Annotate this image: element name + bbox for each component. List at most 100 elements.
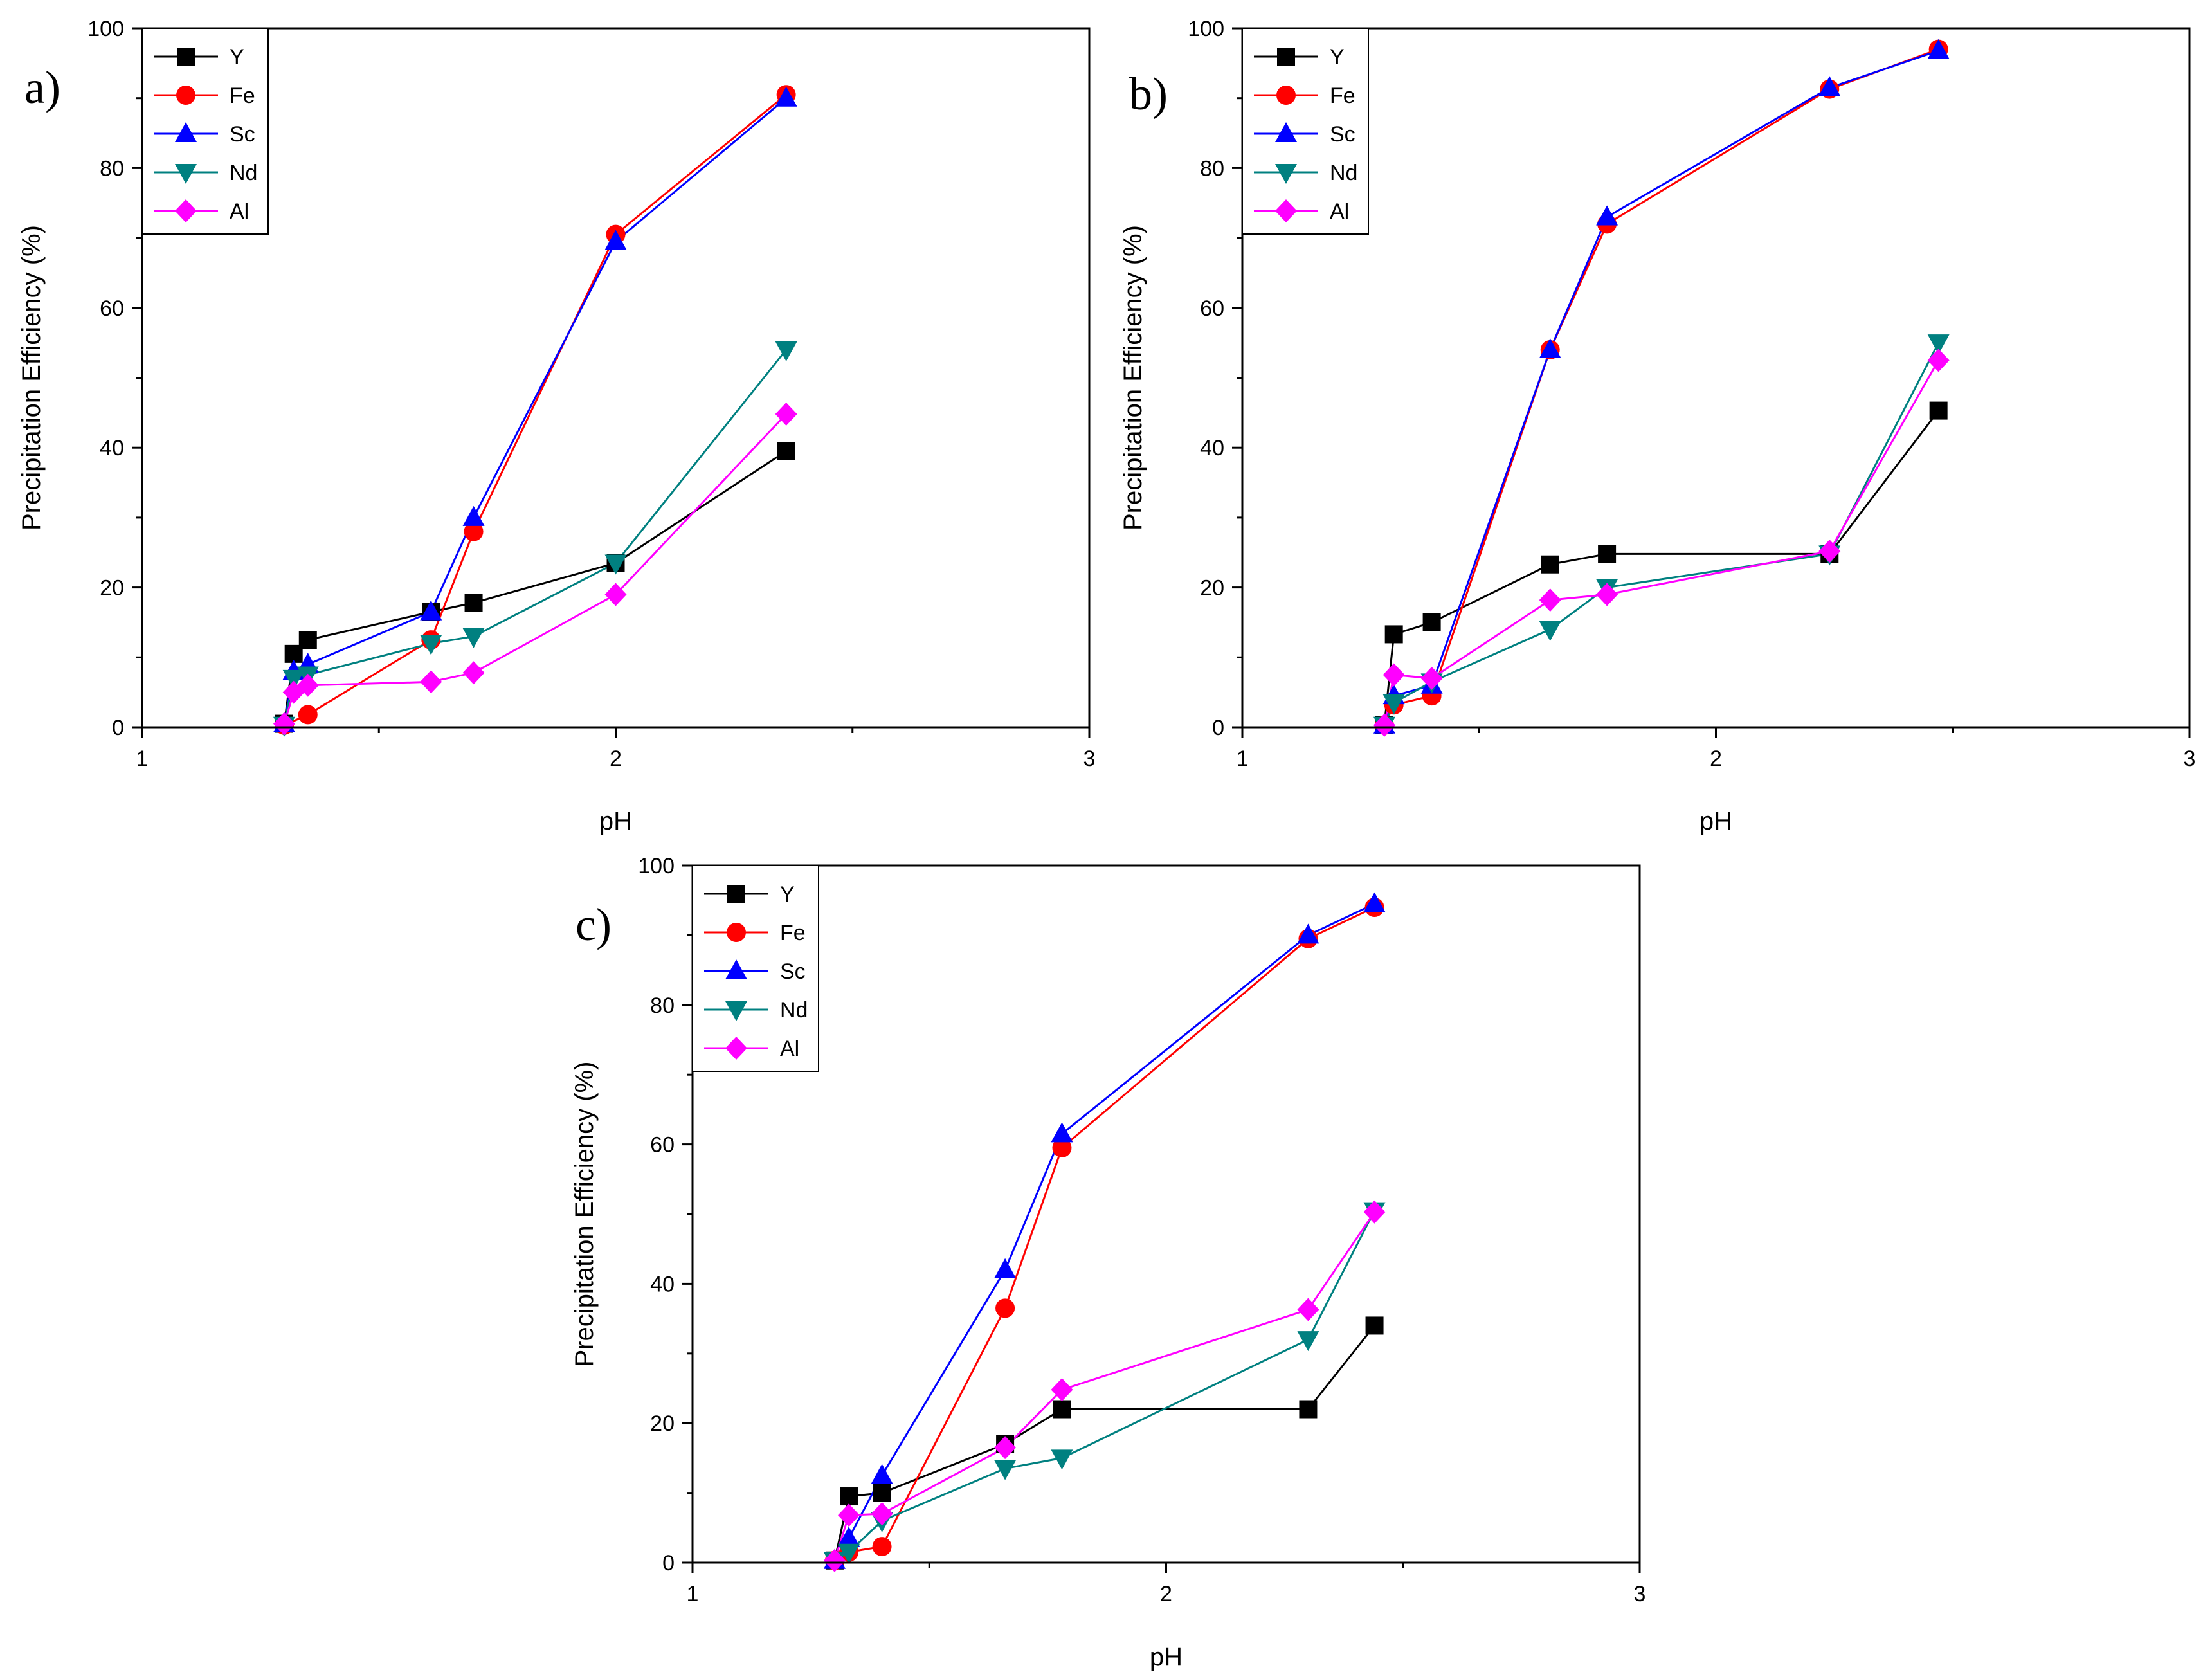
data-point-sc [462,505,485,526]
legend: Y Fe Sc Nd Al [1242,28,1369,235]
y-tick-label: 40 [650,1272,675,1296]
y-tick-label: 80 [650,994,675,1018]
plot-frame [1241,27,2191,729]
data-point-sc [838,1527,860,1547]
chart-panel-3: 1 2 3 0 20 40 60 80 100 pH Precipitation Efficienc… [570,854,1645,1671]
legend-marker-sc [1275,122,1297,142]
data-point-nd [462,628,485,648]
y-tick-label: 0 [112,716,124,740]
legend-label-sc: Sc [230,122,255,147]
series-line-al [1383,359,1940,725]
data-point-sc [420,600,442,621]
y-tick-label: 0 [662,1551,675,1575]
x-tick-label: 2 [1710,747,1722,771]
data-point-al [604,583,627,606]
series-line-sc [1383,50,1939,726]
y-tick-label: 80 [1200,156,1224,181]
x-tick-label: 2 [610,747,622,771]
data-point-nd [1051,1449,1073,1470]
data-point-al [1818,540,1841,563]
series-line-al [833,1211,1375,1561]
x-tick-label: 3 [1634,1582,1646,1606]
y-tick-label: 60 [100,296,124,321]
data-point-nd [838,1543,860,1564]
legend: Y Fe Sc Nd Al [692,865,819,1072]
legend-marker-nd [1275,164,1297,184]
x-axis-title: pH [599,807,632,835]
x-tick-label: 1 [136,747,149,771]
data-point-y [840,1487,858,1506]
data-point-al [273,712,295,736]
data-point-sc [1596,205,1618,226]
legend-marker-fe [176,86,195,105]
legend-label-nd: Nd [1330,161,1357,185]
legend-label-fe: Fe [780,921,806,945]
x-axis-title: pH [1700,807,1732,835]
y-tick-label: 20 [1200,576,1224,601]
data-point-y [777,442,795,460]
x-tick-label: 3 [2184,747,2196,771]
series-line-fe [834,906,1375,1561]
legend-marker-sc [175,122,197,142]
series-line-al [283,413,787,725]
series-line-nd [834,1210,1375,1561]
legend-marker-y [727,885,745,903]
data-point-al [1927,349,1950,372]
data-point-nd [604,554,627,575]
panel-label: a) [24,62,60,113]
chart-panel-2: 1 2 3 0 20 40 60 80 100 pH Precipitation Efficienc… [1119,17,2195,835]
legend: Y Fe Sc Nd Al [141,28,269,235]
data-point-al [420,670,442,694]
y-tick-label: 40 [1200,436,1224,460]
data-point-al [296,673,319,697]
y-tick-label: 80 [100,156,124,181]
data-point-sc [1051,1122,1073,1143]
data-point-nd [1927,334,1950,355]
legend-marker-fe [1276,86,1296,105]
plot-frame [141,27,1091,729]
data-point-nd [282,669,305,690]
y-tick-label: 100 [638,854,675,878]
data-point-sc [1818,76,1841,96]
data-point-nd [775,341,797,362]
data-point-al [871,1502,893,1526]
data-point-fe [995,1298,1015,1318]
legend-label-y: Y [1330,45,1345,69]
series-line-fe [284,94,787,727]
series-line-sc [833,903,1375,1561]
data-point-al [838,1503,860,1527]
data-point-al [823,1548,846,1572]
data-point-al [1363,1200,1386,1224]
legend-label-sc: Sc [780,959,806,984]
series-line-fe [1383,48,1939,726]
series-line-nd [1383,342,1940,726]
legend-marker-nd [725,1001,747,1021]
y-tick-label: 20 [100,576,124,601]
data-point-nd [1539,621,1561,641]
data-point-y [1598,545,1617,563]
data-point-nd [420,635,442,655]
legend-marker-nd [175,164,197,184]
legend-marker-y [1277,48,1295,66]
legend-label-nd: Nd [230,161,257,185]
data-point-al [994,1436,1017,1460]
legend-label-nd: Nd [780,998,808,1022]
data-point-al [1051,1378,1073,1402]
legend-marker-al [725,1037,747,1060]
data-point-sc [604,230,627,250]
data-point-y [1384,625,1403,644]
legend-marker-al [175,199,197,222]
data-point-al [775,403,797,426]
data-point-al [1539,588,1561,612]
series-line-y [833,1325,1375,1561]
y-tick-label: 0 [1212,716,1224,740]
y-axis-title: Precipitation Efficiency (%) [17,225,46,531]
x-tick-label: 1 [687,1582,699,1606]
data-point-al [462,661,485,685]
data-point-y [1299,1400,1318,1419]
data-point-nd [1297,1331,1319,1352]
data-point-y [1365,1316,1384,1335]
legend-marker-sc [725,959,747,979]
legend-box [141,28,269,235]
data-point-y [298,631,317,649]
